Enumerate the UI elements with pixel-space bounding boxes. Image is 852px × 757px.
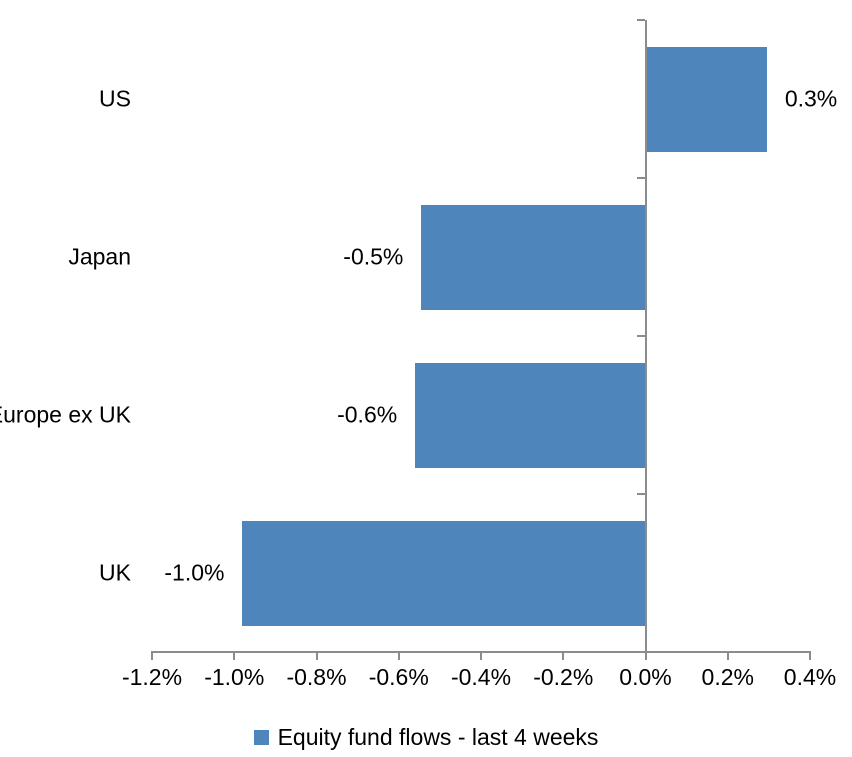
bar-uk <box>242 520 646 626</box>
x-tick-label: -0.8% <box>286 664 347 690</box>
x-tick <box>233 652 236 660</box>
y-tick <box>636 19 645 21</box>
x-tick-label: -1.2% <box>121 664 183 690</box>
bar-japan <box>421 204 646 310</box>
x-tick-label: 0.0% <box>619 664 672 690</box>
x-tick-label: -0.6% <box>368 664 429 690</box>
category-label: UK <box>99 559 131 586</box>
legend: Equity fund flows - last 4 weeks <box>0 722 852 752</box>
y-tick <box>636 177 645 179</box>
x-tick <box>397 652 400 660</box>
value-label: -1.0% <box>164 559 225 586</box>
category-label: US <box>99 85 131 112</box>
x-tick-label: 0.4% <box>783 664 837 690</box>
value-label: 0.3% <box>784 85 838 112</box>
x-tick <box>809 652 811 660</box>
bar-us <box>645 46 767 152</box>
x-tick-label: -0.2% <box>533 664 594 690</box>
bar-europe-ex-uk <box>415 362 646 468</box>
legend-label: Equity fund flows - last 4 weeks <box>277 723 599 750</box>
x-tick <box>315 652 318 660</box>
value-label: -0.5% <box>343 243 404 270</box>
x-tick <box>726 652 729 660</box>
x-tick <box>562 652 565 660</box>
legend-swatch-icon <box>253 729 269 745</box>
category-label: Japan <box>68 243 131 270</box>
x-tick <box>151 652 153 660</box>
y-tick <box>636 493 645 495</box>
x-tick <box>480 652 482 660</box>
x-tick-label: -0.4% <box>450 664 512 690</box>
zero-axis-line <box>644 20 647 660</box>
category-label: Europe ex UK <box>0 401 131 428</box>
value-label: -0.6% <box>337 401 398 428</box>
x-tick-label: 0.2% <box>701 664 754 690</box>
y-tick <box>636 335 645 337</box>
x-tick-label: -1.0% <box>204 664 265 690</box>
